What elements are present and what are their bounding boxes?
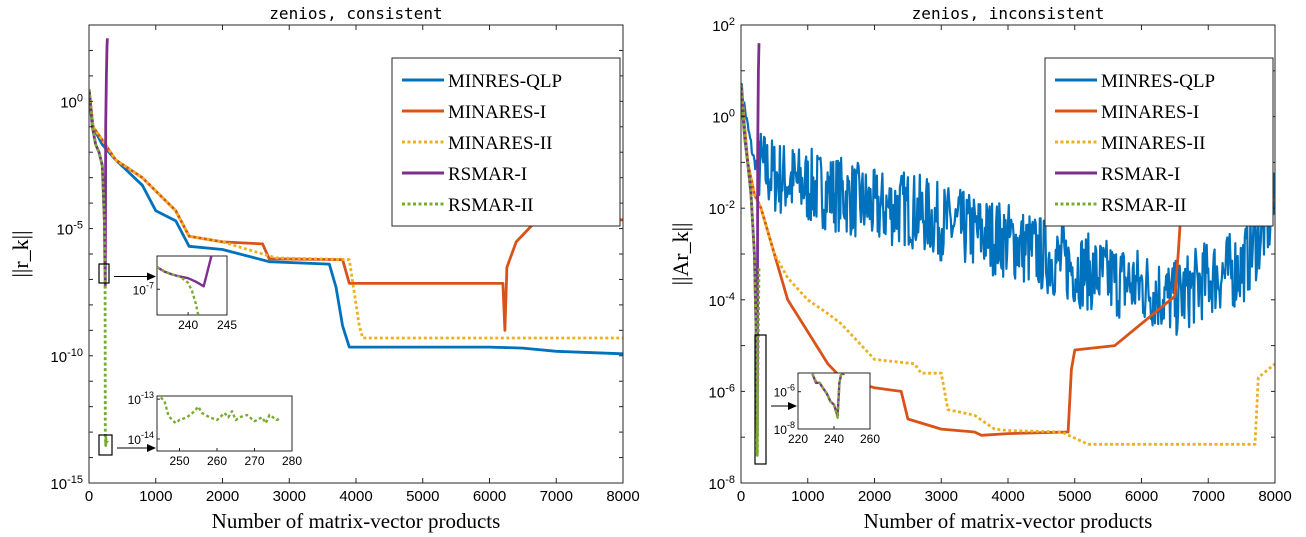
- series-line-minres-qlp: [741, 82, 1275, 336]
- x-axis-label: Number of matrix-vector products: [212, 509, 501, 533]
- legend-label: MINRES-QLP: [448, 71, 562, 92]
- inset-y-tick-label: 10-14: [128, 430, 154, 447]
- chart-title: zenios, consistent: [269, 4, 442, 23]
- zoom-region: [754, 334, 767, 465]
- series-group: [741, 43, 1275, 457]
- chart-2: zenios, inconsistent 0 1000 2000 3000 4000 500…: [668, 4, 1292, 533]
- x-tick-label: 7000: [540, 488, 573, 505]
- series-line-rsmar-ii: [89, 89, 109, 447]
- y-tick-label: 100: [60, 92, 83, 111]
- legend: MINRES-QLP MINARES-I MINARES-II RSMAR-I RSMA…: [391, 57, 621, 227]
- legend-label: RSMAR-II: [1101, 195, 1187, 216]
- inset-1: 220 240 260 10-6 10-8: [754, 334, 880, 465]
- inset-line-rsmar-ii: [157, 266, 200, 315]
- x-tick-label: 7000: [1192, 488, 1225, 505]
- legend-label: MINARES-I: [1101, 102, 1199, 123]
- x-axis-label: Number of matrix-vector products: [864, 509, 1153, 533]
- legend-label: RSMAR-II: [448, 195, 534, 216]
- x-tick-label: 3000: [273, 488, 306, 505]
- inset-x-tick-label: 240: [178, 318, 198, 332]
- inset-x-tick-label: 220: [788, 432, 808, 446]
- zoom-region: [98, 434, 113, 456]
- inset-series: [159, 396, 282, 425]
- inset-y-tick-label: 10-8: [774, 420, 795, 437]
- inset-x-tick-label: 250: [169, 454, 189, 468]
- x-tick-label: 4000: [339, 488, 372, 505]
- y-tick-label: 102: [712, 16, 735, 35]
- inset-line-rsmar-ii: [159, 396, 282, 425]
- x-tick-label: 5000: [406, 488, 439, 505]
- inset-x-tick-label: 280: [282, 454, 302, 468]
- x-tick-label: 0: [85, 488, 93, 505]
- legend-label: MINARES-I: [448, 102, 546, 123]
- inset-x-tick-label: 260: [207, 454, 227, 468]
- x-tick-label: 6000: [1125, 488, 1158, 505]
- x-tick-label: 4000: [991, 488, 1024, 505]
- x-tick-label: 1000: [139, 488, 172, 505]
- inset-series: [811, 373, 845, 419]
- y-tick-label: 10-15: [50, 474, 83, 493]
- y-tick-label: 10-2: [709, 199, 735, 218]
- legend-label: MINARES-II: [448, 133, 553, 154]
- zoom-region: [98, 263, 110, 284]
- y-tick-label: 10-6: [709, 382, 735, 401]
- legend-label: MINARES-II: [1101, 133, 1206, 154]
- y-tick-label: 10-4: [709, 291, 735, 310]
- x-tick-label: 1000: [791, 488, 824, 505]
- zoom-arrowhead: [147, 444, 156, 452]
- x-tick-label: 3000: [925, 488, 958, 505]
- x-tick-label: 5000: [1058, 488, 1091, 505]
- series-line-rsmar-ii: [741, 84, 761, 457]
- inset-x-tick-label: 270: [244, 454, 264, 468]
- y-tick-label: 100: [712, 108, 735, 127]
- inset-series: [157, 256, 213, 315]
- x-tick-label: 0: [737, 488, 745, 505]
- inset-1: 240 245 10-7: [98, 255, 237, 332]
- x-tick-label: 6000: [473, 488, 506, 505]
- inset-2: 250 260 270 280 10-13 10-14: [98, 390, 302, 468]
- legend-label: RSMAR-I: [1101, 164, 1180, 185]
- inset-frame: [156, 255, 228, 316]
- inset-line-rsmar-i: [157, 256, 213, 288]
- inset-line-rsmar-ii: [811, 373, 845, 419]
- inset-x-tick-label: 245: [217, 318, 237, 332]
- zoom-arrowhead: [147, 272, 156, 281]
- inset-y-tick-label: 10-7: [133, 280, 154, 297]
- y-tick-label: 10-8: [709, 474, 735, 493]
- inset-frame: [156, 395, 293, 452]
- x-tick-label: 2000: [206, 488, 239, 505]
- legend: MINRES-QLP MINARES-I MINARES-II RSMAR-I RSMA…: [1044, 57, 1274, 227]
- legend-label: RSMAR-I: [448, 164, 527, 185]
- series-line-minares-ii: [741, 84, 1275, 446]
- inset-frame: [797, 372, 871, 430]
- x-tick-label: 8000: [1258, 488, 1291, 505]
- chart-1: zenios, consistent 0 1000 2000 3000 4000 5000 6…: [8, 4, 640, 533]
- legend-label: MINRES-QLP: [1101, 71, 1215, 92]
- series-group: [89, 38, 623, 447]
- x-tick-label: 8000: [606, 488, 639, 505]
- x-tick-label: 2000: [858, 488, 891, 505]
- inset-x-tick-label: 260: [860, 432, 880, 446]
- inset-y-tick-label: 10-13: [128, 390, 154, 407]
- y-axis-label: ||r_k||: [8, 231, 33, 278]
- series-line-minares-ii: [89, 89, 623, 340]
- y-axis-label: ||Ar_k||: [668, 223, 693, 286]
- y-tick-label: 10-10: [50, 347, 83, 366]
- chart-title: zenios, inconsistent: [912, 4, 1105, 23]
- y-tick-label: 10-5: [57, 220, 83, 239]
- inset-y-tick-label: 10-6: [774, 383, 795, 400]
- zoom-arrowhead: [788, 402, 797, 410]
- inset-x-tick-label: 240: [824, 432, 844, 446]
